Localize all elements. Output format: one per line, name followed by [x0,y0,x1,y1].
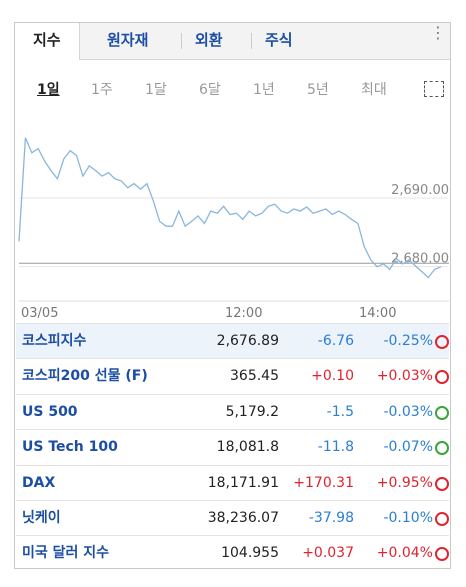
tab[interactable]: 외환 [195,31,223,49]
price: 5,179.2 [225,403,279,420]
change-percent: -0.03% [383,403,433,420]
quote-row[interactable]: DAX 18,171.91 +170.31 +0.95% [16,464,449,501]
period-button[interactable]: 1달 [145,82,167,98]
x-tick-label: 03/05 [21,306,58,321]
quote-row[interactable]: 코스피지수 2,676.89 -6.76 -0.25% [16,323,449,359]
status-icon [435,547,449,562]
y-tick-label: 2,690.00 [391,183,449,198]
change-percent: +0.03% [376,368,433,385]
period-button[interactable]: 6달 [199,82,221,98]
change: +0.037 [302,545,354,562]
status-icon [435,370,449,385]
y-tick-label: 2,680.00 [391,252,449,267]
price-line [18,137,442,279]
period-button[interactable]: 최대 [361,82,387,98]
quote-row[interactable]: 코스피200 선물 (F) 365.45 +0.10 +0.03% [16,358,449,394]
change: +170.31 [293,474,354,491]
status-icon [435,476,449,491]
chart: 2,680.00 2,690.00 03/05 12:00 14:00 [18,137,449,321]
quote-row[interactable]: US Tech 100 18,081.8 -11.8 -0.07% [16,429,449,465]
instrument-name[interactable]: 코스피200 선물 (F) [22,368,148,385]
menu-icon[interactable]: ⋮ [430,23,446,42]
price: 365.45 [230,368,279,385]
period-button[interactable]: 1주 [91,82,113,98]
price: 2,676.89 [216,333,279,349]
quote-row[interactable]: US 500 5,179.2 -1.5 -0.03% [16,393,449,430]
instrument-name[interactable]: 미국 달러 지수 [22,545,110,562]
instrument-name[interactable]: US 500 [22,403,78,420]
tab-separator [181,33,182,49]
change: -1.5 [326,403,354,420]
instrument-name[interactable]: 코스피지수 [22,333,87,349]
quote-row[interactable]: 닛케이 38,236.07 -37.98 -0.10% [16,500,449,536]
status-icon [435,405,449,420]
tab[interactable]: 주식 [265,31,293,49]
period-button[interactable]: 5년 [307,82,329,98]
x-tick-label: 14:00 [359,306,396,321]
tab[interactable]: 원자재 [107,31,149,49]
tab-bar: 지수 원자재 외환 주식 ⋮ [15,23,450,60]
change-percent: -0.07% [383,439,433,456]
instrument-name[interactable]: DAX [22,474,56,491]
fullscreen-icon[interactable] [424,81,444,97]
change: -37.98 [308,510,354,526]
x-tick-label: 12:00 [225,306,262,321]
price: 38,236.07 [207,510,279,526]
status-icon [435,512,449,526]
price: 104.955 [221,545,279,562]
tab-separator [251,33,252,49]
tab[interactable]: 지수 [15,23,80,60]
widget: 지수 원자재 외환 주식 ⋮ 1일 1주 1달 6달 1년 5년 최대 2,680.00 2,690.… [14,22,451,569]
instrument-name[interactable]: US Tech 100 [22,439,118,456]
status-icon [435,441,449,456]
period-button[interactable]: 1년 [253,82,275,98]
price: 18,081.8 [216,439,279,456]
change: +0.10 [311,368,354,385]
instrument-name[interactable]: 닛케이 [22,510,61,526]
change-percent: +0.04% [376,545,433,562]
quote-row[interactable]: 미국 달러 지수 104.955 +0.037 +0.04% [16,535,449,571]
change: -11.8 [317,439,354,456]
change-percent: -0.10% [383,510,433,526]
change-percent: -0.25% [383,333,433,349]
change-percent: +0.95% [376,474,433,491]
change: -6.76 [317,333,354,349]
price: 18,171.91 [207,474,279,491]
period-button[interactable]: 1일 [37,82,60,98]
status-icon [435,335,449,349]
